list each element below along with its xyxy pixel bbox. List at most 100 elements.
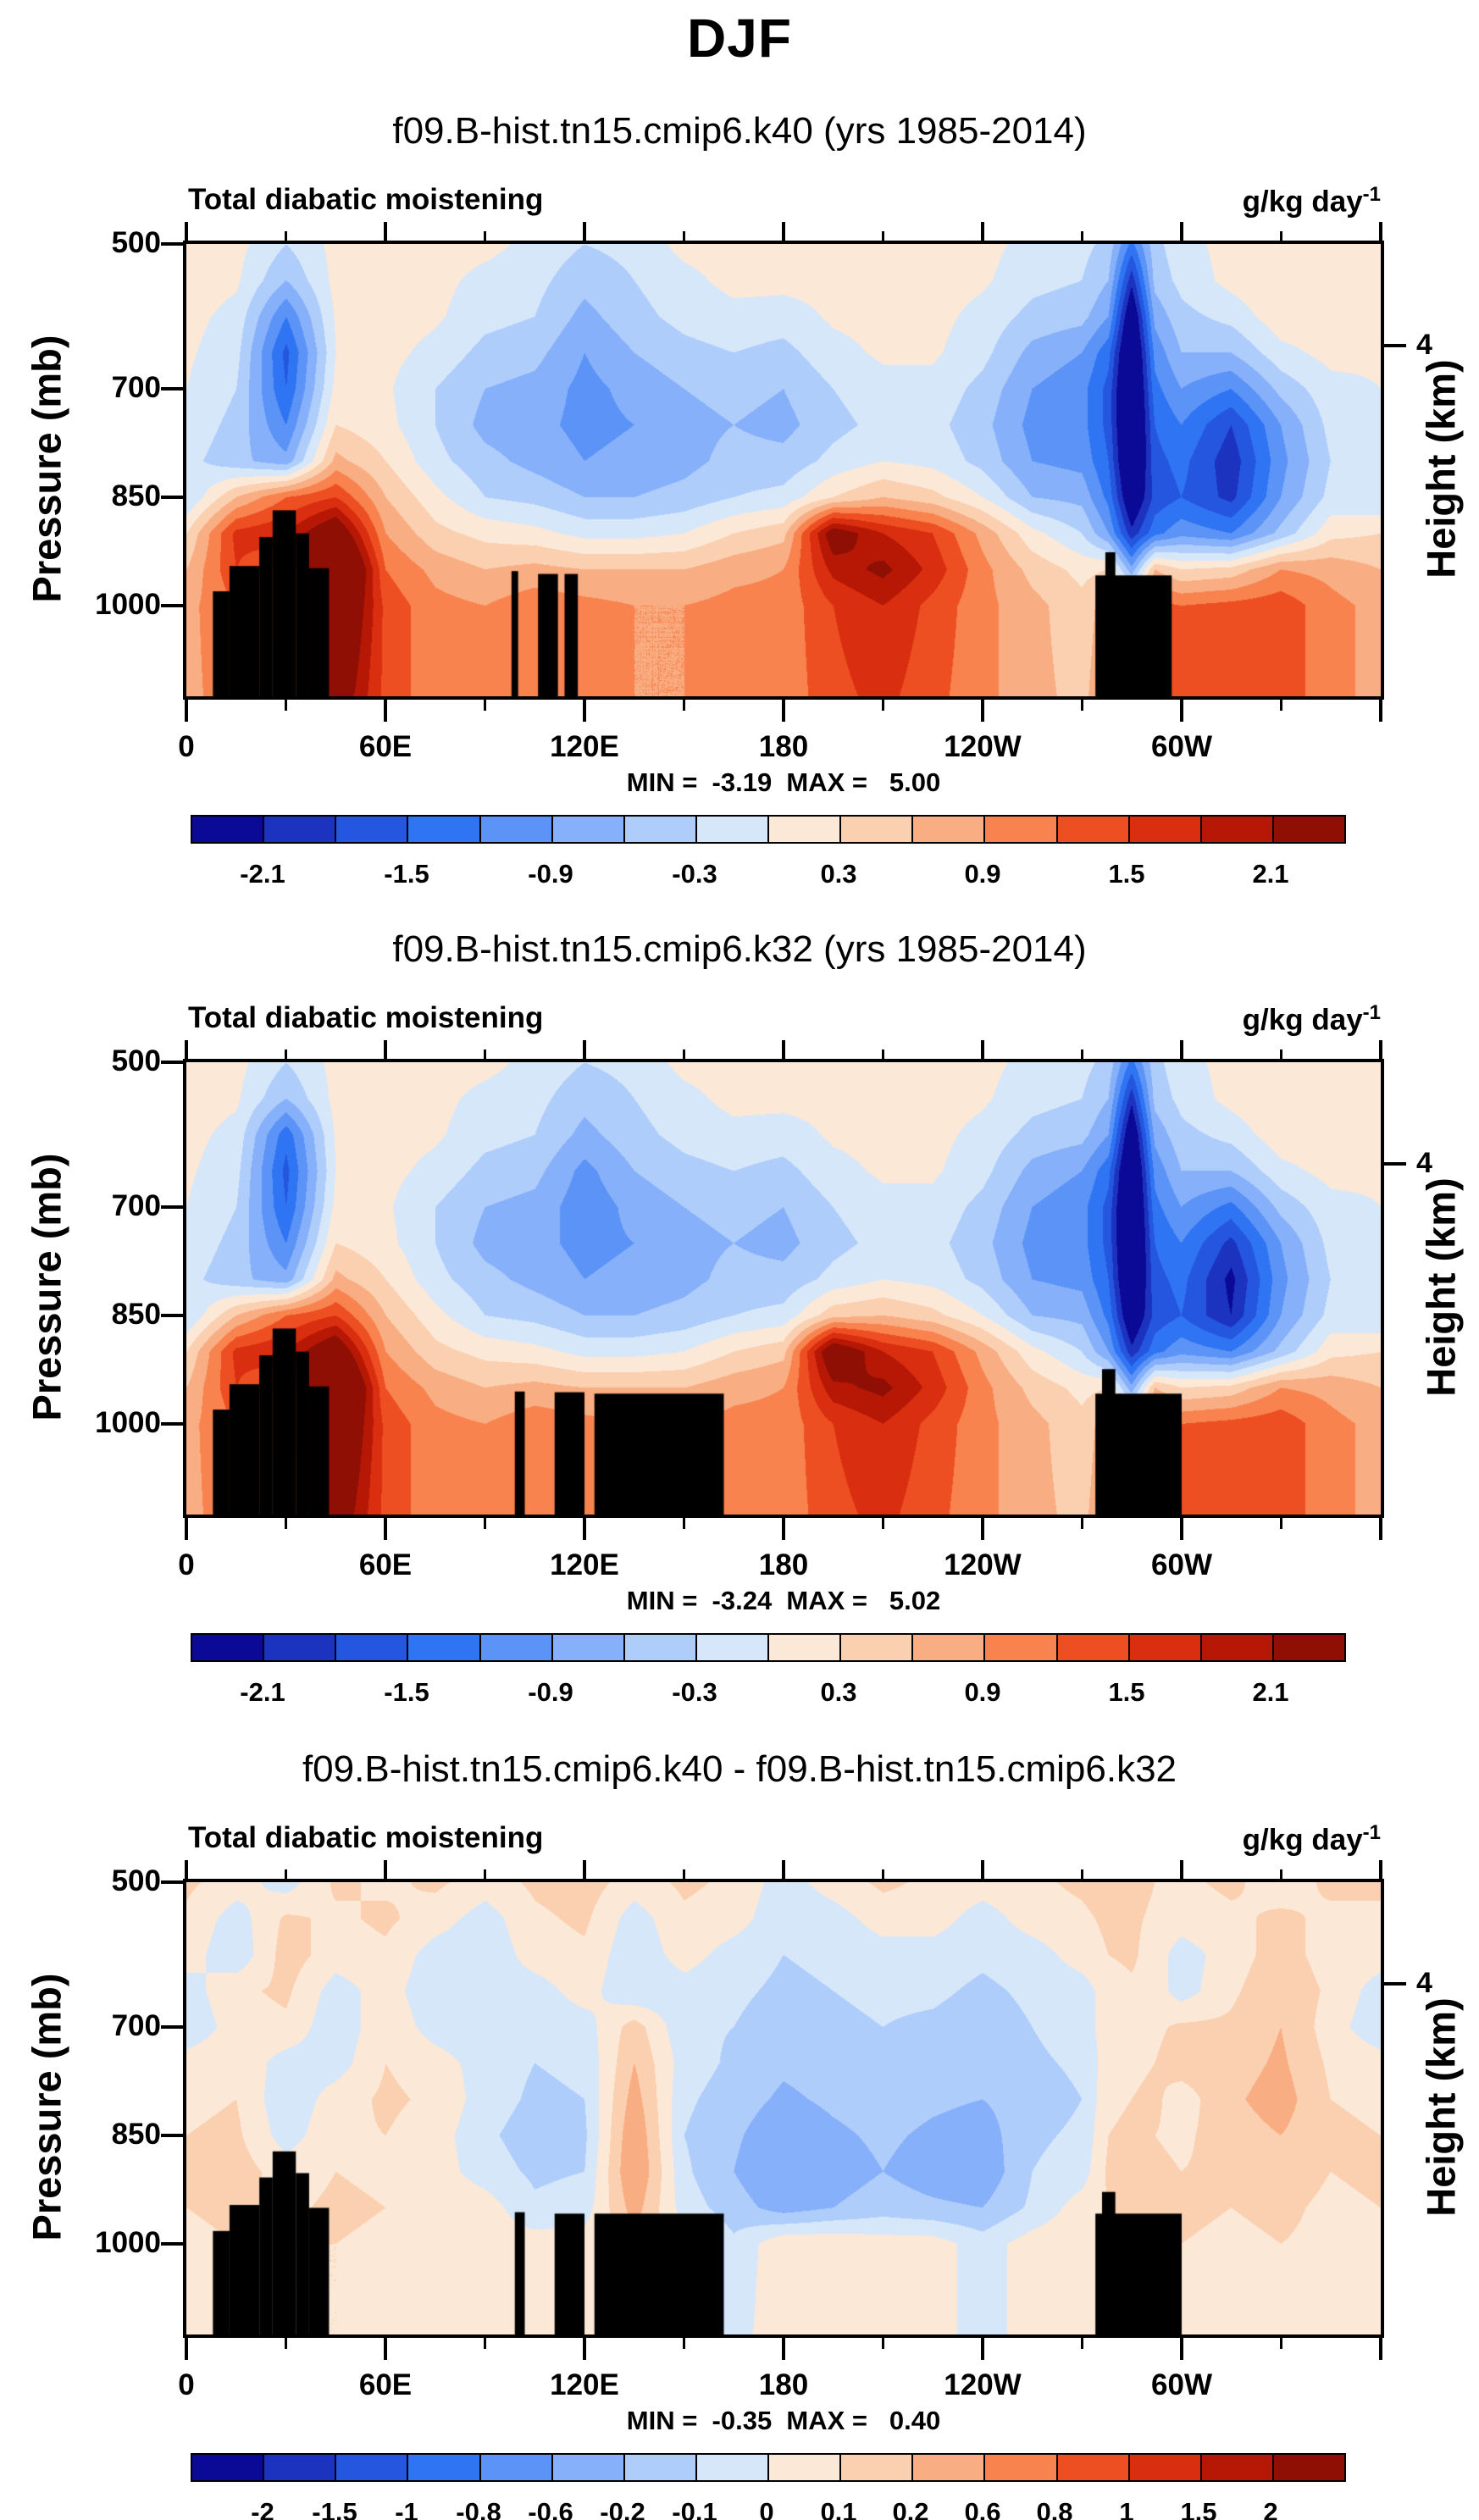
x-axis-top-minor-tick xyxy=(1081,1869,1083,1879)
plot-area xyxy=(183,1059,1384,1518)
x-axis-top-minor-tick xyxy=(882,1869,884,1879)
colorbar-segment xyxy=(983,817,1056,842)
colorbar-segment xyxy=(263,2455,335,2480)
y-axis-tick xyxy=(161,1205,183,1209)
x-axis-top-minor-tick xyxy=(484,1869,486,1879)
y-axis-tick xyxy=(161,2242,183,2246)
y-axis-tick-label: 700 xyxy=(111,2008,161,2042)
min-max-annotation: MIN = -3.19 MAX = 5.00 xyxy=(626,767,941,797)
x-axis-top-major-tick xyxy=(981,222,984,241)
height-axis-tick xyxy=(1384,1982,1406,1986)
x-axis-minor-tick xyxy=(1081,700,1083,711)
x-axis-tick-label: 180 xyxy=(758,2368,809,2401)
plot-area xyxy=(183,1879,1384,2338)
x-axis-top-major-tick xyxy=(185,1860,188,1879)
x-axis-top-major-tick xyxy=(384,1040,387,1059)
contour-field-canvas xyxy=(186,244,1381,696)
colorbar-segment xyxy=(407,2455,479,2480)
y-axis-tick-label: 1000 xyxy=(95,2226,161,2260)
x-axis-minor-tick xyxy=(1280,1518,1282,1529)
x-axis-major-tick xyxy=(1379,1518,1382,1540)
x-axis-top-major-tick xyxy=(981,1040,984,1059)
x-axis-top-minor-tick xyxy=(683,231,685,241)
x-axis-major-tick xyxy=(1379,2338,1382,2360)
x-axis-top-major-tick xyxy=(981,1860,984,1879)
colorbar-segment xyxy=(407,1635,479,1660)
colorbar-segment xyxy=(695,1635,767,1660)
x-axis-minor-tick xyxy=(882,1518,884,1529)
units-text: g/kg day xyxy=(1242,1003,1363,1037)
x-axis-top-major-tick xyxy=(1180,222,1183,241)
colorbar-tick-label: 1 xyxy=(1119,2497,1134,2520)
x-axis-top-minor-tick xyxy=(484,1050,486,1059)
x-axis-major-tick xyxy=(185,2338,188,2360)
y-axis-tick xyxy=(161,386,183,390)
colorbar-segment xyxy=(623,1635,695,1660)
colorbar-segment xyxy=(263,817,335,842)
colorbar-segment xyxy=(839,1635,912,1660)
colorbar-segment xyxy=(479,2455,551,2480)
x-axis-major-tick xyxy=(583,2338,586,2360)
colorbar-segment xyxy=(1271,2455,1344,2480)
x-axis-minor-tick xyxy=(285,2338,287,2349)
colorbar-segment xyxy=(1199,1635,1272,1660)
colorbar-segment xyxy=(479,1635,551,1660)
y-axis-tick xyxy=(161,1061,183,1064)
colorbar-segment xyxy=(551,1635,623,1660)
x-axis-tick-label: 120W xyxy=(944,2368,1022,2401)
x-axis-top-minor-tick xyxy=(1280,1869,1282,1879)
y-axis-tick xyxy=(161,2024,183,2029)
colorbar-segment xyxy=(1199,2455,1272,2480)
colorbar-segment xyxy=(911,1635,984,1660)
units-label: g/kg day-1 xyxy=(788,183,1381,219)
colorbar-segment xyxy=(551,817,623,842)
y-axis-title: Pressure (mb) xyxy=(24,1153,69,1421)
x-axis-major-tick xyxy=(1180,1518,1183,1540)
colorbar-segment xyxy=(192,1635,263,1660)
x-axis-tick-label: 0 xyxy=(178,730,195,763)
colorbar xyxy=(191,1633,1346,1662)
y-axis-tick xyxy=(161,1314,183,1318)
x-axis-tick-label: 120E xyxy=(550,1548,619,1581)
colorbar-tick-label: 2 xyxy=(1263,2497,1278,2520)
colorbar-tick-label: 2.1 xyxy=(1252,859,1289,889)
x-axis-top-major-tick xyxy=(185,1040,188,1059)
colorbar-tick-label: -0.8 xyxy=(456,2497,501,2520)
height-axis-tick-label: 4 xyxy=(1416,329,1432,362)
field-label: Total diabatic moistening xyxy=(188,1001,544,1034)
x-axis-top-minor-tick xyxy=(683,1869,685,1879)
x-axis-major-tick xyxy=(583,700,586,722)
height-axis-tick-label: 4 xyxy=(1416,1147,1432,1180)
units-exponent: -1 xyxy=(1362,1001,1381,1024)
x-axis-tick-label: 0 xyxy=(178,1548,195,1581)
x-axis-top-minor-tick xyxy=(1280,231,1282,241)
colorbar-tick-label: 0.3 xyxy=(820,859,857,889)
x-axis-tick-label: 120E xyxy=(550,2368,619,2401)
colorbar-segment xyxy=(479,817,551,842)
x-axis-tick-label: 60W xyxy=(1151,1548,1212,1581)
x-axis-top-major-tick xyxy=(185,222,188,241)
y-axis-tick-label: 850 xyxy=(111,1298,161,1332)
right-axis-title: Height (km) xyxy=(1418,1997,1464,2217)
x-axis-top-major-tick xyxy=(583,1040,586,1059)
colorbar xyxy=(191,815,1346,844)
colorbar-segment xyxy=(407,817,479,842)
height-axis-tick-label: 4 xyxy=(1416,1967,1432,2000)
x-axis-minor-tick xyxy=(683,1518,685,1529)
panel-title: f09.B-hist.tn15.cmip6.k40 - f09.B-hist.t… xyxy=(302,1748,1177,1790)
units-label: g/kg day-1 xyxy=(788,1821,1381,1858)
height-axis-tick xyxy=(1384,344,1406,348)
colorbar-tick-label: 0.3 xyxy=(820,1677,857,1707)
x-axis-top-minor-tick xyxy=(285,1050,287,1059)
panel-k32: f09.B-hist.tn15.cmip6.k32 (yrs 1985-2014… xyxy=(0,928,1479,1818)
right-axis-title: Height (km) xyxy=(1418,1177,1464,1397)
colorbar-segment xyxy=(839,2455,912,2480)
colorbar-segment xyxy=(192,2455,263,2480)
colorbar-tick-label: 0.9 xyxy=(964,1677,1001,1707)
field-label: Total diabatic moistening xyxy=(188,1821,544,1854)
x-axis-top-minor-tick xyxy=(285,1869,287,1879)
colorbar-segment xyxy=(1055,1635,1128,1660)
colorbar-tick-label: -0.6 xyxy=(528,2497,573,2520)
y-axis-tick-label: 700 xyxy=(111,370,161,404)
colorbar-segment xyxy=(1271,1635,1344,1660)
